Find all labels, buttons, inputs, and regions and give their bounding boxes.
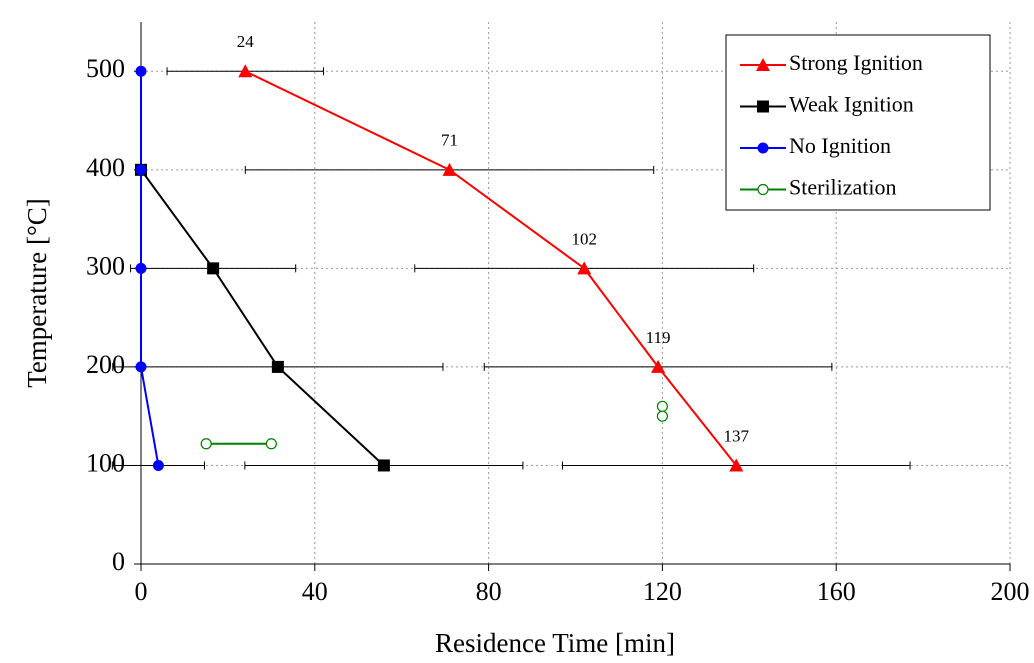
legend-marker <box>757 183 769 196</box>
data-label: 137 <box>724 426 750 445</box>
data-point <box>207 262 220 275</box>
data-point <box>135 65 147 77</box>
data-label: 71 <box>441 131 458 150</box>
x-tick-label: 0 <box>135 577 148 606</box>
y-axis-title: Temperature [°C] <box>22 198 52 388</box>
series-line <box>140 169 385 467</box>
data-point <box>238 64 253 78</box>
legend-label: No Ignition <box>789 133 891 158</box>
y-tick-label: 200 <box>86 350 125 379</box>
data-label: 102 <box>571 229 597 248</box>
legend-marker <box>757 142 769 154</box>
data-point <box>271 360 284 373</box>
data-point <box>656 400 669 412</box>
y-tick-label: 0 <box>112 547 125 576</box>
data-label: 119 <box>646 328 671 347</box>
data-label: 24 <box>237 32 255 51</box>
y-tick-label: 500 <box>86 54 125 83</box>
x-tick-label: 200 <box>991 577 1030 606</box>
data-point <box>265 438 277 450</box>
legend-label: Sterilization <box>789 175 897 200</box>
data-point <box>729 458 744 472</box>
legend-label: Weak Ignition <box>789 92 914 117</box>
data-point <box>656 410 669 422</box>
y-tick-label: 300 <box>86 251 125 280</box>
data-point <box>135 361 147 373</box>
x-tick-label: 40 <box>302 577 328 606</box>
x-tick-label: 80 <box>476 577 502 606</box>
legend-marker <box>756 58 770 71</box>
x-tick-label: 160 <box>817 577 856 606</box>
data-point <box>442 162 457 176</box>
y-tick-label: 100 <box>86 448 125 477</box>
data-point <box>200 438 212 450</box>
legend-label: Strong Ignition <box>789 50 923 75</box>
x-tick-label: 120 <box>643 577 682 606</box>
y-tick-label: 400 <box>86 153 125 182</box>
data-point <box>135 262 147 274</box>
data-point <box>651 359 666 373</box>
legend: Strong Ignition Weak Ignition No Ignition S… <box>725 34 991 211</box>
legend-marker <box>757 100 769 113</box>
x-axis-title: Residence Time [min] <box>435 628 675 658</box>
data-point <box>577 261 592 275</box>
data-point <box>152 459 164 471</box>
data-point <box>135 164 147 176</box>
data-point <box>377 459 390 472</box>
